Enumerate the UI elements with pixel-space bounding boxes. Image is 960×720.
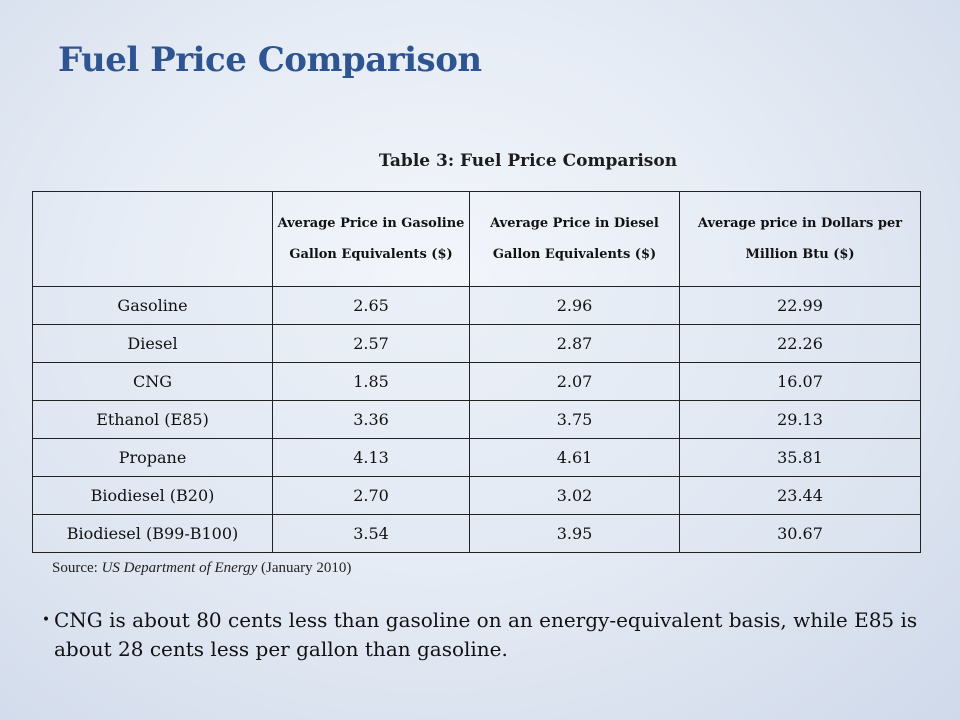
table-cell: 2.57 — [272, 324, 470, 363]
table-cell: 3.02 — [469, 476, 680, 515]
table-row: Biodiesel (B99-B100) 3.54 3.95 30.67 — [32, 514, 921, 553]
fuel-name-cell: Propane — [32, 438, 273, 477]
table-cell: 30.67 — [679, 514, 921, 553]
table-cell: 23.44 — [679, 476, 921, 515]
fuel-name-cell: Gasoline — [32, 286, 273, 325]
bullet-text: CNG is about 80 cents less than gasoline… — [54, 608, 918, 661]
header-cell-dollars-per-million-btu: Average price in Dollars per Million Btu… — [679, 191, 921, 287]
table-row: Gasoline 2.65 2.96 22.99 — [32, 286, 921, 325]
table-row: Diesel 2.57 2.87 22.26 — [32, 324, 921, 363]
table-cell: 22.26 — [679, 324, 921, 363]
fuel-price-table: Average Price in Gasoline Gallon Equival… — [32, 191, 921, 553]
table-cell: 2.87 — [469, 324, 680, 363]
table-cell: 29.13 — [679, 400, 921, 439]
table-cell: 1.85 — [272, 362, 470, 401]
table-cell: 22.99 — [679, 286, 921, 325]
source-note: Source: US Department of Energy (January… — [52, 560, 351, 577]
table-cell: 16.07 — [679, 362, 921, 401]
table-row: Ethanol (E85) 3.36 3.75 29.13 — [32, 400, 921, 439]
table-cell: 3.36 — [272, 400, 470, 439]
header-cell-gasoline-gallon-equivalents: Average Price in Gasoline Gallon Equival… — [272, 191, 470, 287]
table-cell: 3.95 — [469, 514, 680, 553]
table-row: CNG 1.85 2.07 16.07 — [32, 362, 921, 401]
source-publisher: US Department of Energy — [101, 560, 258, 576]
table-cell: 4.13 — [272, 438, 470, 477]
fuel-name-cell: CNG — [32, 362, 273, 401]
bullet-point: • CNG is about 80 cents less than gasoli… — [38, 606, 918, 664]
bullet-dot-icon: • — [41, 612, 51, 628]
header-cell-empty — [32, 191, 273, 287]
slide-title: Fuel Price Comparison — [58, 40, 482, 80]
table-cell: 2.70 — [272, 476, 470, 515]
fuel-name-cell: Ethanol (E85) — [32, 400, 273, 439]
header-cell-diesel-gallon-equivalents: Average Price in Diesel Gallon Equivalen… — [469, 191, 680, 287]
table-caption: Table 3: Fuel Price Comparison — [378, 151, 678, 171]
table-cell: 4.61 — [469, 438, 680, 477]
fuel-name-cell: Biodiesel (B20) — [32, 476, 273, 515]
table-header-row: Average Price in Gasoline Gallon Equival… — [32, 191, 921, 287]
table-cell: 2.65 — [272, 286, 470, 325]
fuel-name-cell: Biodiesel (B99-B100) — [32, 514, 273, 553]
source-date: (January 2010) — [257, 560, 352, 576]
table-cell: 2.96 — [469, 286, 680, 325]
table-cell: 35.81 — [679, 438, 921, 477]
fuel-name-cell: Diesel — [32, 324, 273, 363]
table-cell: 3.75 — [469, 400, 680, 439]
source-prefix: Source: — [52, 560, 102, 576]
table-row: Biodiesel (B20) 2.70 3.02 23.44 — [32, 476, 921, 515]
table-row: Propane 4.13 4.61 35.81 — [32, 438, 921, 477]
table-cell: 2.07 — [469, 362, 680, 401]
table-cell: 3.54 — [272, 514, 470, 553]
